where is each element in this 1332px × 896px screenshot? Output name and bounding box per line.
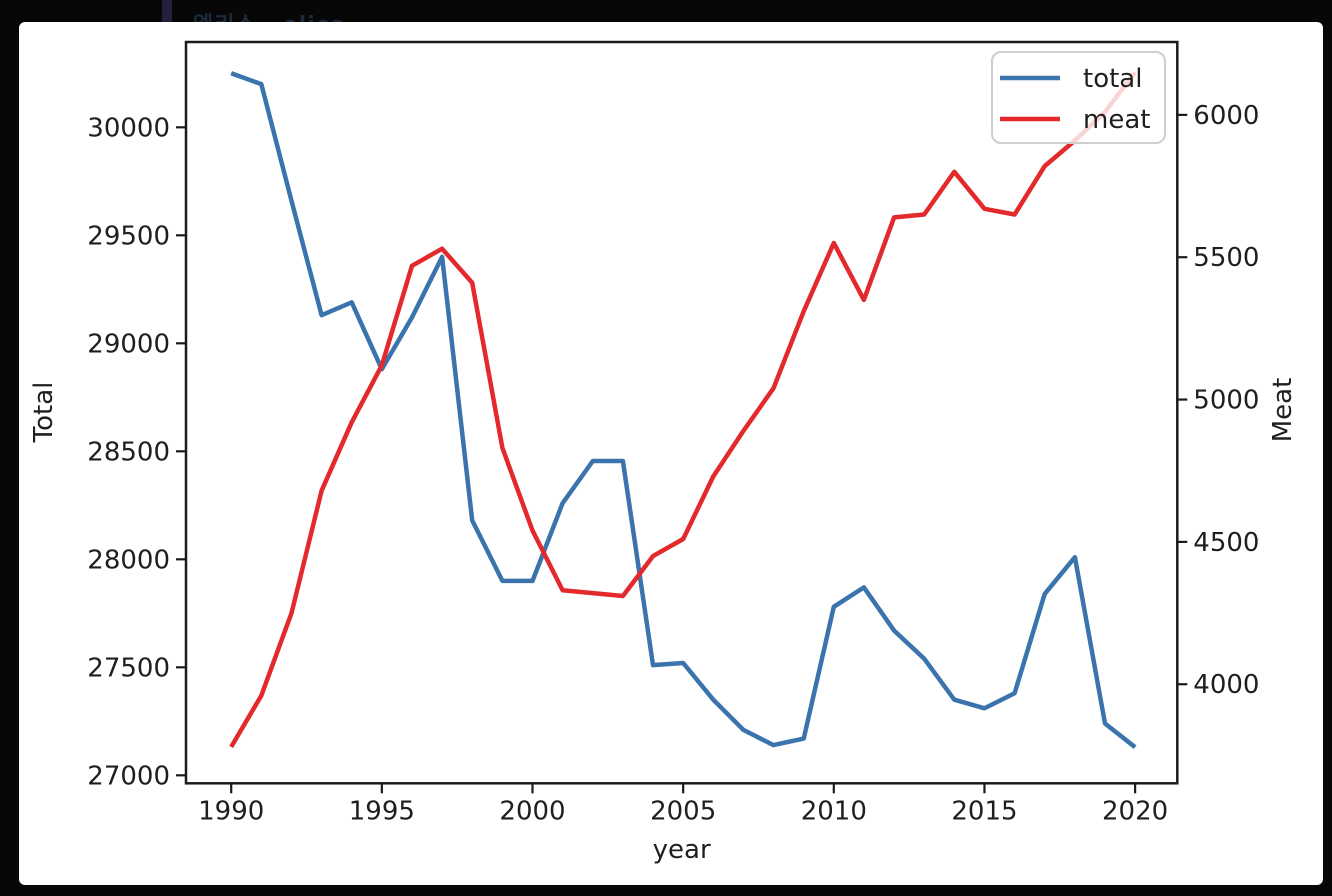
series-total (230, 71, 1137, 749)
y-axis-left-label: Total (29, 382, 59, 444)
svg-text:2000: 2000 (499, 796, 565, 826)
svg-text:2005: 2005 (650, 796, 716, 826)
chart-figure: total meat 1990 1995 2000 2005 2010 2015 2020 yea… (19, 22, 1323, 885)
svg-text:27000: 27000 (87, 761, 170, 791)
legend-label-total: total (1083, 64, 1142, 94)
svg-text:4000: 4000 (1193, 670, 1259, 700)
x-axis-label: year (653, 835, 711, 865)
svg-text:1995: 1995 (349, 796, 415, 826)
app-header: 엘리스 elice (0, 0, 1332, 24)
svg-text:30000: 30000 (87, 113, 170, 143)
svg-text:29000: 29000 (87, 329, 170, 359)
x-axis: 1990 1995 2000 2005 2010 2015 2020 year (198, 783, 1168, 865)
y-axis-right-label: Meat (1268, 378, 1298, 443)
svg-text:4500: 4500 (1193, 528, 1259, 558)
svg-text:27500: 27500 (87, 653, 170, 683)
header-korean-text: 엘리스 (193, 13, 257, 24)
header-app-title: 엘리스 elice (193, 7, 346, 24)
svg-text:29500: 29500 (87, 221, 170, 251)
svg-text:2020: 2020 (1102, 796, 1168, 826)
plot-frame (184, 40, 1179, 785)
svg-text:2010: 2010 (801, 796, 867, 826)
header-accent-bar (162, 0, 172, 24)
svg-text:1990: 1990 (198, 796, 264, 826)
legend: total meat (991, 51, 1166, 144)
series-meat (229, 70, 1137, 749)
svg-text:2015: 2015 (951, 796, 1017, 826)
y-axis-right: 4000 4500 5000 5500 6000 Meat (1177, 101, 1298, 700)
line-chart: total meat 1990 1995 2000 2005 2010 2015 2020 yea… (29, 40, 1298, 865)
legend-label-meat: meat (1083, 105, 1150, 135)
svg-text:28500: 28500 (87, 437, 170, 467)
svg-text:5000: 5000 (1193, 386, 1259, 416)
header-latin-text: elice (283, 13, 346, 24)
svg-text:28000: 28000 (87, 545, 170, 575)
y-axis-left: 27000 27500 28000 28500 29000 29500 30000 Total (29, 113, 186, 791)
svg-text:5500: 5500 (1193, 243, 1259, 273)
svg-text:6000: 6000 (1193, 101, 1259, 131)
